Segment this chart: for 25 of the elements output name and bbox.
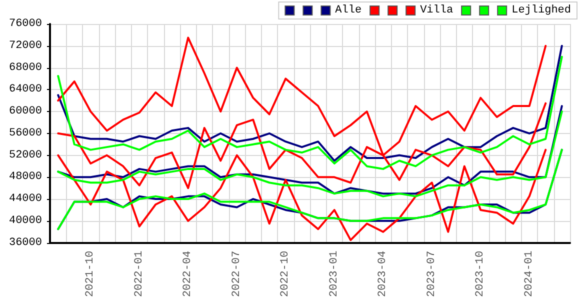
x-tick-label: 2024-01 bbox=[523, 250, 536, 298]
y-tick-label: 52000 bbox=[8, 149, 42, 162]
x-tick-label: 2023-04 bbox=[377, 250, 390, 298]
x-tick-label: 2022-07 bbox=[230, 250, 243, 298]
y-tick-label: 64000 bbox=[8, 84, 42, 96]
line-series bbox=[57, 56, 563, 170]
y-tick-label: 48000 bbox=[8, 171, 42, 184]
legend-label: Lejlighed bbox=[512, 4, 572, 16]
x-tick-label: 2023-07 bbox=[426, 250, 438, 298]
legend-label: Villa bbox=[420, 4, 454, 16]
x-tick-label: 2022-01 bbox=[133, 250, 146, 298]
y-tick-label: 44000 bbox=[8, 193, 42, 206]
x-tick-label: 2023-01 bbox=[328, 250, 340, 298]
y-tick-label: 56000 bbox=[8, 127, 42, 140]
y-tick-label: 60000 bbox=[8, 106, 42, 118]
y-tick-label: 68000 bbox=[8, 62, 42, 74]
y-tick-label: 76000 bbox=[8, 18, 42, 30]
x-tick-label: 2021-10 bbox=[84, 250, 97, 298]
y-tick-label: 72000 bbox=[8, 40, 42, 52]
y-tick-label: 40000 bbox=[8, 214, 42, 227]
legend-label: Alle bbox=[335, 4, 362, 16]
y-tick-label: 36000 bbox=[8, 236, 42, 249]
x-tick-label: 2022-10 bbox=[280, 250, 292, 298]
x-tick-label: 2023-10 bbox=[474, 250, 487, 298]
x-tick-label: 2022-04 bbox=[182, 250, 194, 298]
